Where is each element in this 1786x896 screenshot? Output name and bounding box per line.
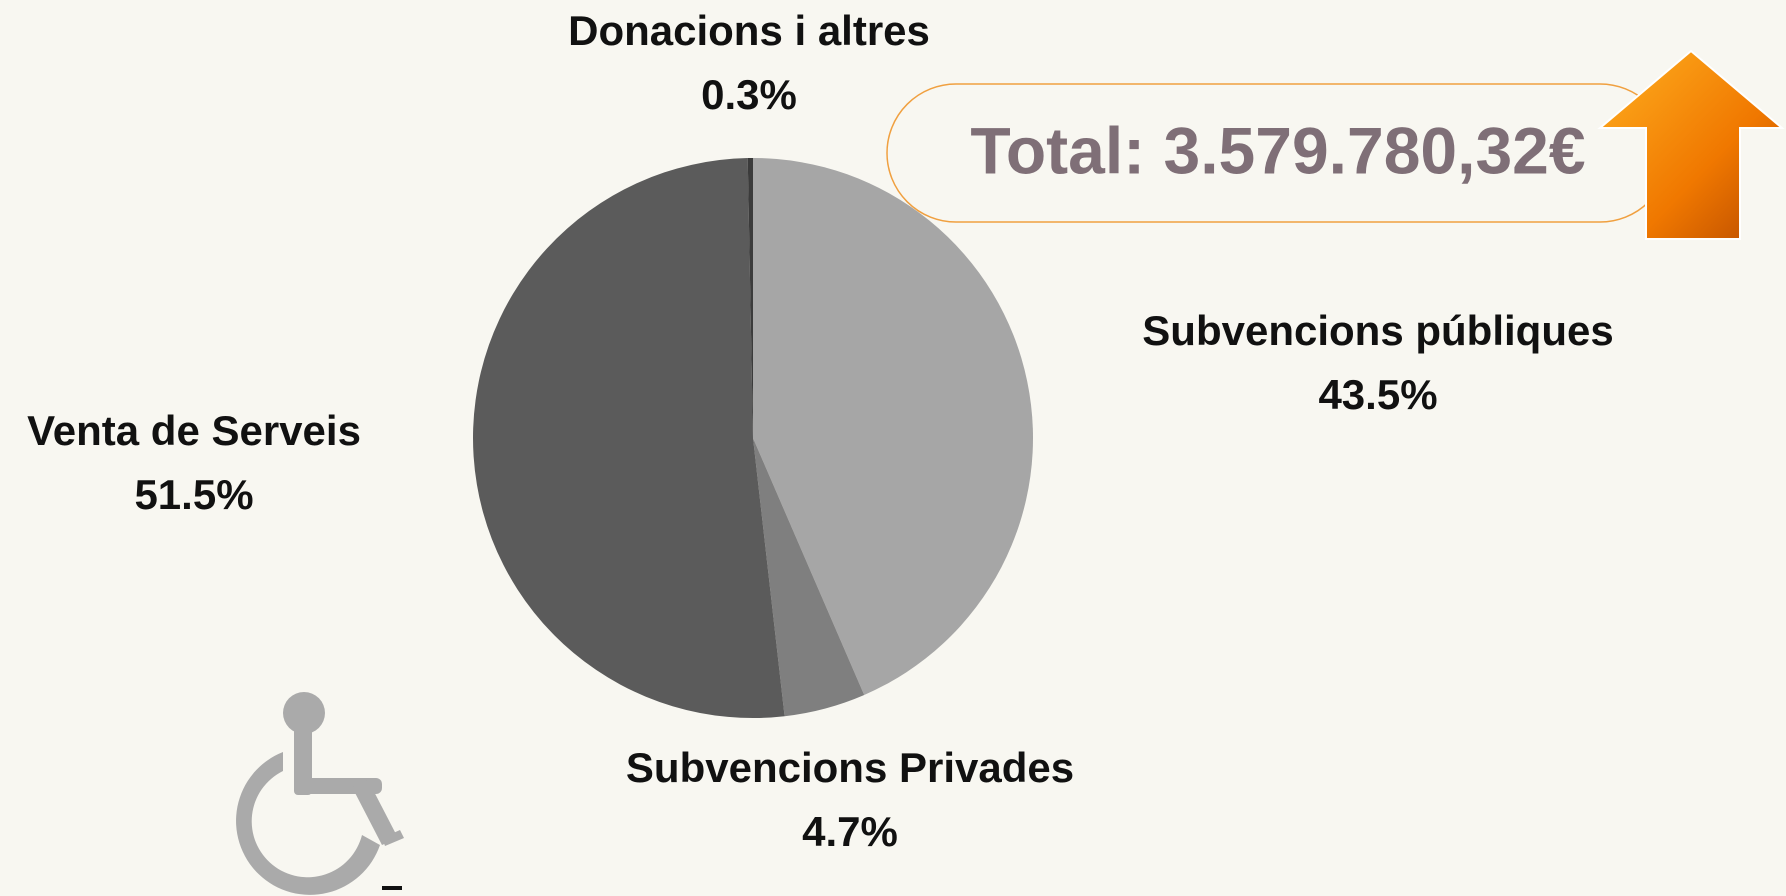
pie-slice <box>747 158 753 438</box>
dash <box>382 886 402 890</box>
total-label: Total: 3.579.780,32€ <box>970 113 1585 187</box>
slice-label: Venta de Serveis <box>27 407 361 454</box>
pie-slice <box>753 158 1034 695</box>
pie-slice <box>473 158 785 718</box>
pie-slice <box>753 438 865 717</box>
slice-label: Donacions i altres <box>568 7 930 54</box>
up-arrow <box>1597 49 1785 240</box>
slice-label: Subvencions públiques <box>1142 307 1613 354</box>
slice-value-label: 51.5% <box>134 471 253 518</box>
slice-value-label: 4.7% <box>802 808 898 855</box>
slice-value-label: 43.5% <box>1318 371 1437 418</box>
slice-value-label: 0.3% <box>701 71 797 118</box>
pie <box>473 158 1034 718</box>
slice-label: Subvencions Privades <box>626 744 1074 791</box>
wheelchair-icon <box>236 692 404 895</box>
